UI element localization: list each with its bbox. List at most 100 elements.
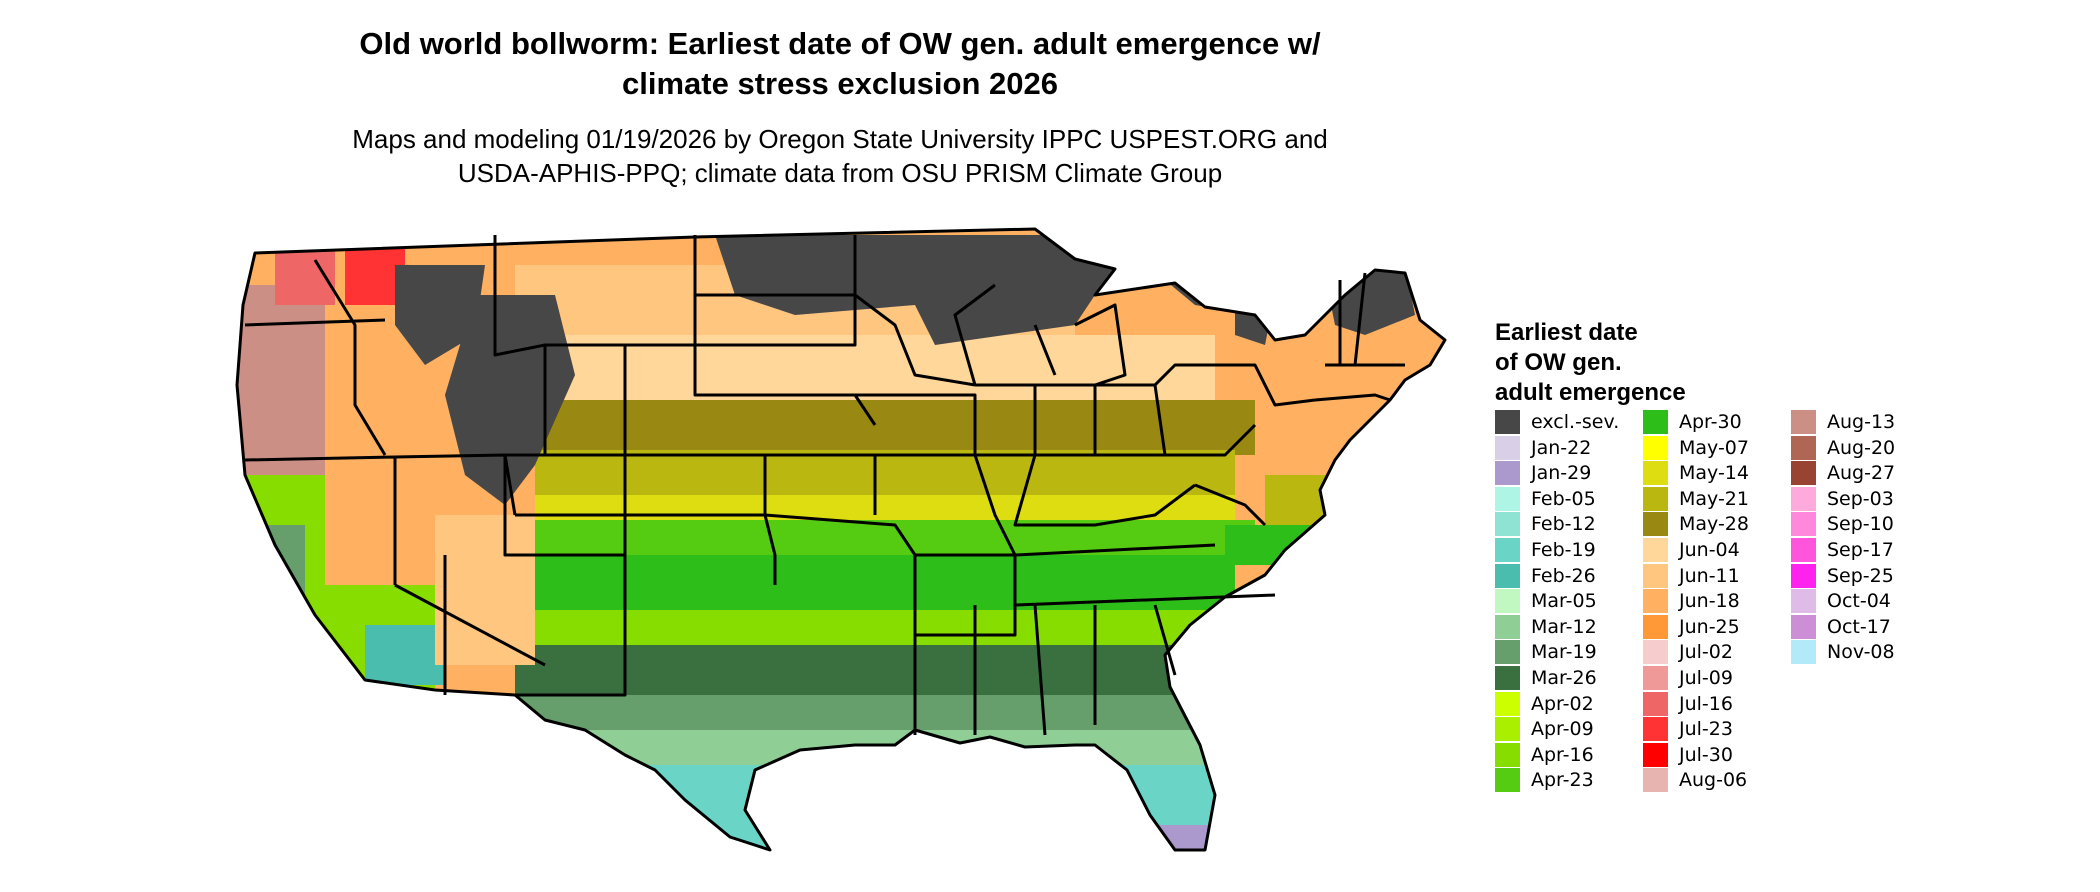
legend-label: Jul-23 bbox=[1679, 718, 1733, 741]
legend-item: Jan-22 bbox=[1495, 435, 1635, 461]
legend-label: Sep-17 bbox=[1827, 539, 1894, 561]
legend-swatch bbox=[1791, 563, 1816, 588]
legend-label: Apr-09 bbox=[1531, 718, 1594, 741]
legend-item: Aug-13 bbox=[1791, 410, 1931, 435]
legend-swatch bbox=[1791, 461, 1816, 486]
legend-label: Aug-13 bbox=[1827, 411, 1896, 433]
legend-swatch bbox=[1643, 512, 1668, 537]
legend-swatch bbox=[1791, 589, 1816, 614]
legend-label: Apr-02 bbox=[1531, 692, 1594, 715]
legend-item: Aug-20 bbox=[1791, 435, 1931, 461]
legend-item: May-14 bbox=[1643, 461, 1783, 486]
legend-swatch bbox=[1791, 512, 1816, 537]
legend-swatch bbox=[1643, 461, 1668, 486]
map-subtitle: Maps and modeling 01/19/2026 by Oregon S… bbox=[352, 124, 1328, 188]
legend-item: Apr-09 bbox=[1495, 717, 1635, 742]
legend-swatch bbox=[1643, 717, 1668, 742]
legend-swatch bbox=[1643, 589, 1668, 614]
legend-item: Jan-29 bbox=[1495, 461, 1635, 486]
legend-item: excl.-sev. bbox=[1495, 410, 1635, 435]
legend-swatch bbox=[1643, 563, 1668, 588]
legend-label: Feb-19 bbox=[1531, 539, 1596, 561]
legend-label: Jul-30 bbox=[1679, 743, 1733, 766]
legend-label: May-21 bbox=[1679, 487, 1749, 510]
legend-swatch bbox=[1495, 435, 1520, 460]
legend-swatch bbox=[1791, 640, 1816, 665]
legend-item: Jun-11 bbox=[1643, 563, 1783, 589]
legend-item: Apr-23 bbox=[1495, 768, 1635, 793]
legend-label: Sep-03 bbox=[1827, 487, 1894, 510]
legend-label: Jun-25 bbox=[1679, 615, 1740, 638]
legend-swatch bbox=[1791, 435, 1816, 460]
legend-label: Apr-30 bbox=[1679, 411, 1742, 433]
legend-label: Mar-19 bbox=[1531, 641, 1597, 664]
legend-item: Apr-30 bbox=[1643, 410, 1783, 435]
legend-item: Nov-08 bbox=[1791, 640, 1931, 665]
legend-item: Sep-17 bbox=[1791, 538, 1931, 563]
legend-swatch bbox=[1495, 563, 1520, 588]
legend-swatch bbox=[1495, 461, 1520, 486]
legend-swatch bbox=[1495, 614, 1520, 639]
legend-item: Feb-05 bbox=[1495, 486, 1635, 512]
legend-swatch bbox=[1495, 691, 1520, 716]
legend-swatch bbox=[1791, 410, 1816, 434]
legend-item: Mar-19 bbox=[1495, 640, 1635, 665]
legend-swatch bbox=[1495, 486, 1520, 511]
legend-label: Sep-25 bbox=[1827, 564, 1894, 587]
legend-item: Oct-04 bbox=[1791, 589, 1931, 614]
legend-label: Jul-02 bbox=[1679, 641, 1733, 664]
legend: excl.-sev. Jan-22 Jan-29 Feb-05 Feb-12 Feb-19… bbox=[1495, 410, 1925, 810]
legend-item: Sep-03 bbox=[1791, 486, 1931, 512]
legend-item: Mar-26 bbox=[1495, 666, 1635, 691]
legend-label: Jan-22 bbox=[1531, 436, 1592, 459]
legend-item: Sep-10 bbox=[1791, 512, 1931, 537]
legend-item: Jun-25 bbox=[1643, 614, 1783, 640]
legend-label: Aug-27 bbox=[1827, 462, 1896, 485]
legend-swatch bbox=[1791, 486, 1816, 511]
legend-item: Aug-27 bbox=[1791, 461, 1931, 486]
legend-label: Apr-23 bbox=[1531, 769, 1594, 792]
legend-label: May-07 bbox=[1679, 436, 1749, 459]
legend-label: Jun-18 bbox=[1679, 590, 1740, 613]
legend-swatch bbox=[1643, 486, 1668, 511]
legend-label: Aug-20 bbox=[1827, 436, 1896, 459]
legend-swatch bbox=[1643, 742, 1668, 767]
legend-swatch bbox=[1495, 589, 1520, 614]
legend-label: Oct-04 bbox=[1827, 590, 1891, 613]
legend-item: Feb-26 bbox=[1495, 563, 1635, 589]
legend-label: Apr-16 bbox=[1531, 743, 1594, 766]
legend-title: Earliest date of OW gen. adult emergence bbox=[1495, 319, 1686, 406]
legend-item: Jul-02 bbox=[1643, 640, 1783, 665]
legend-label: May-28 bbox=[1679, 513, 1749, 536]
legend-item: Aug-06 bbox=[1643, 768, 1783, 793]
legend-label: Oct-17 bbox=[1827, 615, 1891, 638]
legend-swatch bbox=[1643, 410, 1668, 434]
legend-item: Oct-17 bbox=[1791, 614, 1931, 640]
legend-swatch bbox=[1791, 614, 1816, 639]
legend-label: Nov-08 bbox=[1827, 641, 1895, 664]
legend-item: May-28 bbox=[1643, 512, 1783, 537]
legend-label: Mar-05 bbox=[1531, 590, 1597, 613]
legend-swatch bbox=[1643, 614, 1668, 639]
legend-swatch bbox=[1495, 538, 1520, 562]
legend-item: Jun-18 bbox=[1643, 589, 1783, 614]
legend-swatch bbox=[1643, 435, 1668, 460]
legend-swatch bbox=[1643, 666, 1668, 690]
legend-item: Apr-02 bbox=[1495, 691, 1635, 717]
legend-item: May-07 bbox=[1643, 435, 1783, 461]
map-title: Old world bollworm: Earliest date of OW … bbox=[359, 26, 1321, 101]
legend-label: Feb-26 bbox=[1531, 564, 1596, 587]
legend-label: May-14 bbox=[1679, 462, 1749, 485]
legend-item: Apr-16 bbox=[1495, 742, 1635, 768]
legend-item: Jun-04 bbox=[1643, 538, 1783, 563]
legend-label: Jul-16 bbox=[1679, 692, 1733, 715]
legend-swatch bbox=[1495, 410, 1520, 434]
legend-item: May-21 bbox=[1643, 486, 1783, 512]
legend-item: Sep-25 bbox=[1791, 563, 1931, 589]
legend-item: Feb-19 bbox=[1495, 538, 1635, 563]
legend-item: Mar-05 bbox=[1495, 589, 1635, 614]
legend-swatch bbox=[1495, 512, 1520, 537]
legend-label: Mar-26 bbox=[1531, 667, 1597, 689]
legend-swatch bbox=[1495, 768, 1520, 793]
legend-item: Jul-30 bbox=[1643, 742, 1783, 768]
